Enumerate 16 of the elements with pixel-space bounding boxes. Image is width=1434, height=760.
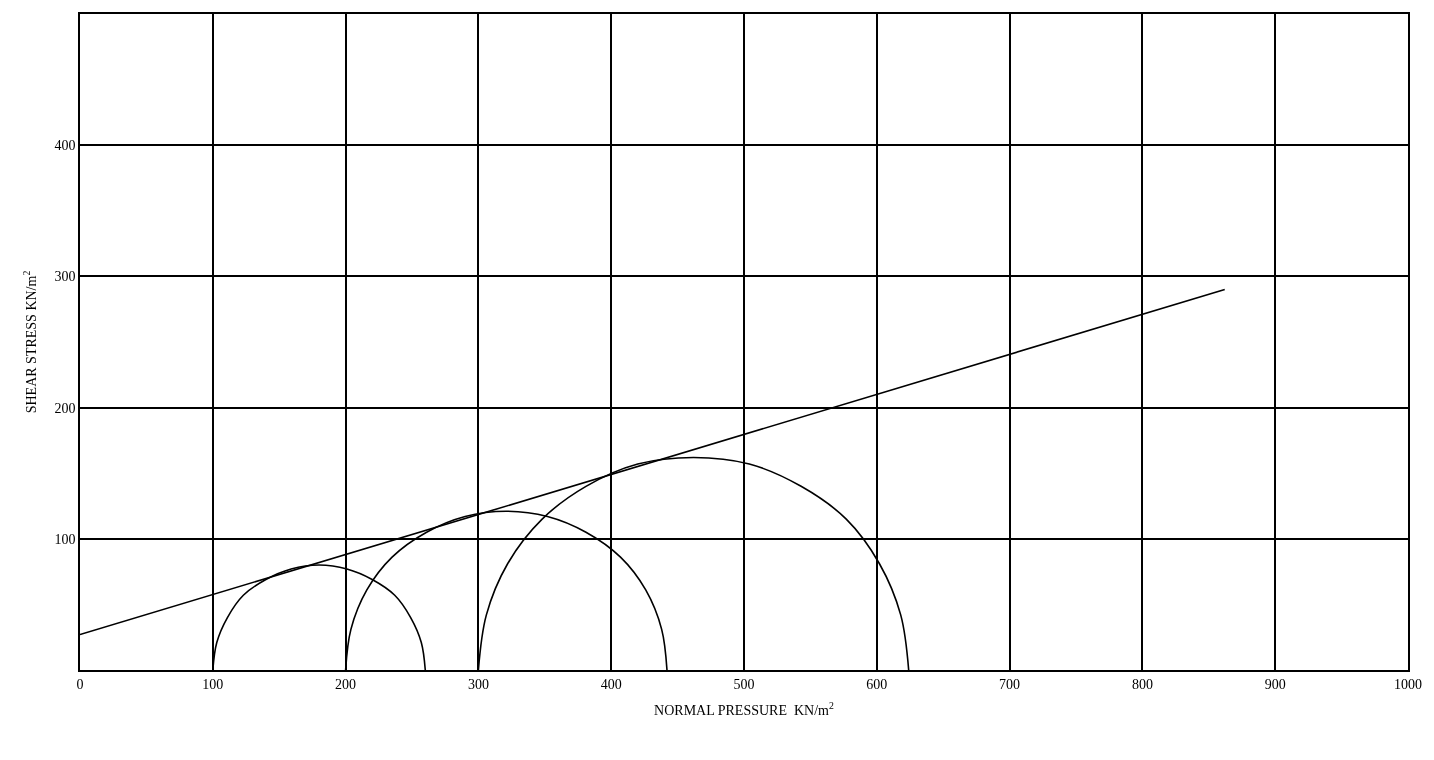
x-tick-label: 700: [999, 676, 1021, 692]
x-tick-label: 900: [1264, 676, 1286, 692]
x-tick-label: 300: [467, 676, 489, 692]
x-tick-label: 0: [76, 676, 84, 692]
x-tick-label: 1000: [1394, 676, 1422, 692]
x-tick-label: 400: [600, 676, 622, 692]
x-tick-label: 600: [866, 676, 888, 692]
x-tick-label: 800: [1131, 676, 1153, 692]
x-axis-title: NORMAL PRESSURE KN/m$^{2}$: [654, 700, 834, 719]
x-tick-label: 200: [335, 676, 357, 692]
x-tick-label: 500: [733, 676, 755, 692]
y-tick-label: 100: [54, 531, 76, 547]
y-tick-label: 400: [54, 138, 76, 154]
y-tick-label: 300: [54, 269, 76, 285]
x-tick-label: 100: [202, 676, 224, 692]
y-tick-label: 200: [54, 400, 76, 416]
